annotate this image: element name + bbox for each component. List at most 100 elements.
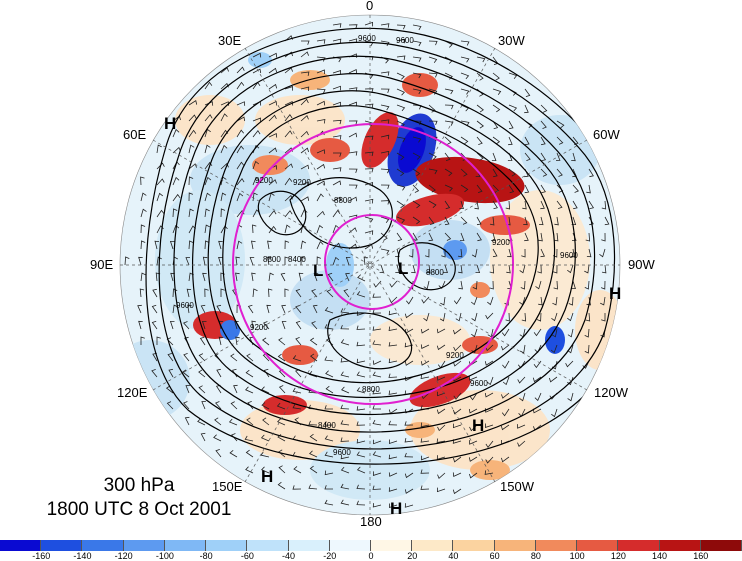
wind-barb — [389, 280, 398, 288]
colorbar-segment — [618, 540, 660, 551]
wind-barb — [340, 358, 350, 363]
wind-barb — [363, 256, 369, 266]
wind-barb — [188, 208, 194, 218]
colorbar-segment — [0, 540, 42, 551]
colorbar-segment — [329, 540, 371, 551]
wind-barb — [246, 353, 254, 362]
pressure-centers: H H H H H L L — [164, 114, 621, 518]
wind-barb — [138, 256, 143, 266]
wind-barb — [404, 376, 414, 382]
wind-barb — [538, 216, 544, 226]
wind-barb — [340, 339, 350, 346]
wind-barb — [316, 39, 326, 44]
wind-barb — [421, 296, 430, 304]
wind-barb — [567, 328, 574, 338]
wind-barb — [453, 328, 462, 335]
wind-barb — [216, 304, 222, 314]
wind-barb — [262, 337, 270, 346]
wind-barb — [405, 296, 414, 305]
wind-barb — [213, 434, 222, 442]
wind-barb — [474, 200, 479, 210]
wind-barb — [172, 224, 180, 234]
wind-barb — [300, 71, 310, 76]
wind-barb — [230, 353, 238, 362]
wind-barb — [492, 168, 498, 178]
wind-barb — [588, 216, 594, 226]
wind-barb — [517, 424, 526, 429]
wind-barb — [521, 248, 526, 258]
title-level: 300 hPa — [103, 475, 175, 496]
wind-barb — [412, 168, 421, 177]
wind-barb — [348, 69, 358, 74]
wind-barb — [356, 358, 366, 364]
wind-barb — [204, 176, 212, 186]
wind-barb — [468, 408, 478, 414]
wind-barb — [508, 184, 515, 194]
wind-barb — [471, 248, 478, 258]
wind-barb — [396, 232, 403, 242]
wind-barb — [588, 200, 595, 210]
wind-barb — [388, 503, 398, 509]
wind-barb — [167, 353, 174, 362]
wind-barb — [372, 309, 382, 314]
wind-barb — [501, 344, 510, 351]
wind-barb — [471, 312, 478, 322]
wind-barb — [215, 449, 222, 458]
wind-barb — [428, 200, 437, 208]
wind-barb — [252, 176, 260, 186]
wind-barb — [364, 88, 374, 93]
wind-barb — [252, 192, 258, 202]
high-center-label: H — [390, 499, 402, 518]
wind-barb — [340, 371, 350, 378]
wind-barb — [165, 385, 174, 394]
wind-barb — [236, 116, 246, 122]
colorbar-ticks: -160 -140 -120 -100 -80 -60 -40 -20 0 20 40 60 80 100… — [0, 551, 742, 561]
wind-barb — [260, 451, 270, 458]
wind-barb — [412, 216, 421, 225]
wind-barb — [340, 499, 350, 506]
wind-barb — [172, 193, 181, 202]
wind-barb — [169, 241, 175, 250]
high-center-label: H — [164, 114, 176, 133]
wind-barb — [268, 272, 274, 282]
colorbar-segment — [700, 540, 742, 551]
wind-barb — [277, 353, 286, 362]
wind-barb — [469, 424, 478, 432]
wind-barb — [231, 433, 238, 442]
wind-barb — [604, 216, 610, 226]
wind-barb — [501, 456, 510, 463]
wind-barb — [439, 312, 446, 322]
contour-label: 8800 — [426, 268, 444, 277]
wind-barb — [348, 120, 358, 125]
wind-barb — [284, 210, 293, 218]
wind-barb — [364, 21, 373, 27]
wind-barb — [316, 88, 326, 94]
wind-barb — [388, 326, 398, 331]
wind-barb — [246, 417, 254, 426]
wind-barb — [492, 248, 498, 258]
wind-barb — [404, 488, 414, 494]
wind-barb — [388, 487, 398, 492]
wind-barb — [236, 192, 244, 202]
latitude-circle-inner — [324, 214, 420, 310]
wind-barb — [324, 451, 334, 458]
wind-barb — [388, 454, 398, 460]
wind-barb — [332, 256, 340, 266]
wind-barb — [356, 371, 366, 378]
wind-barb — [571, 152, 576, 162]
contour-label: 9600 — [396, 36, 414, 45]
wind-barb — [324, 470, 334, 476]
wind-barb — [388, 310, 398, 316]
wind-barb — [469, 440, 478, 445]
wind-barb — [245, 386, 254, 394]
wind-barb — [357, 274, 366, 282]
wind-barb — [364, 198, 374, 204]
wind-barb — [492, 136, 501, 145]
wind-barb — [372, 293, 382, 298]
wind-barb — [268, 114, 277, 122]
contour-label: 9200 — [250, 323, 268, 332]
wind-barb — [316, 149, 326, 154]
wind-barb — [235, 256, 240, 266]
low-center-label: L — [313, 261, 323, 280]
wind-barb — [524, 232, 529, 242]
